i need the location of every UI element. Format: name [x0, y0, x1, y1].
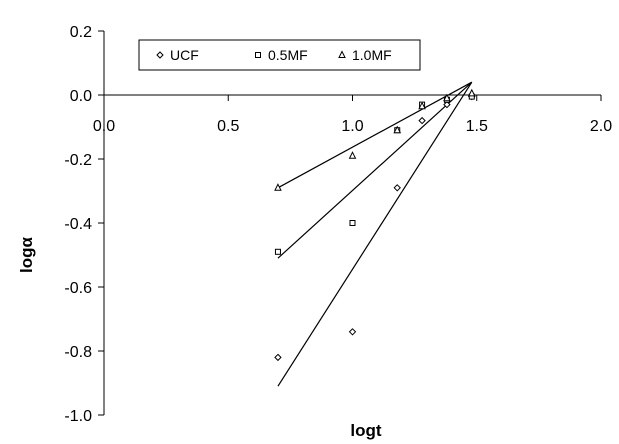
data-point-square: [349, 220, 356, 226]
markers: [274, 88, 476, 362]
data-point-triangle: [348, 151, 357, 159]
y-tick-label: -1.0: [64, 408, 92, 425]
y-tick-label: -0.4: [64, 216, 92, 233]
legend-label: UCF: [170, 47, 199, 63]
y-tick-label: -0.2: [64, 152, 92, 169]
legend-marker-triangle: [338, 50, 346, 58]
trendline-2: [277, 81, 473, 189]
data-point-triangle: [418, 101, 426, 110]
data-point-triangle: [467, 88, 476, 97]
y-tick-label: -0.6: [64, 280, 92, 297]
trendline-0: [277, 81, 473, 387]
y-tick-label: -0.8: [64, 344, 92, 361]
data-point-diamond: [274, 353, 282, 362]
data-point-triangle: [393, 125, 402, 134]
y-axis-title: logα: [17, 236, 36, 272]
data-point-square: [274, 248, 281, 255]
y-tick-label: 0.2: [70, 24, 92, 41]
data-point-diamond: [418, 116, 426, 125]
data-point-diamond: [348, 328, 357, 336]
data-point-diamond: [443, 100, 451, 109]
y-tick-label: 0.0: [70, 88, 92, 105]
trendline-1: [277, 81, 473, 259]
x-axis-title: logt: [350, 421, 381, 440]
legend-label: 0.5MF: [268, 47, 308, 63]
legend-box: [138, 39, 421, 71]
legend-marker-square: [255, 52, 261, 58]
x-tick-label: 0.5: [217, 118, 239, 135]
x-tick-label: 1.0: [341, 118, 363, 135]
legend-label: 1.0MF: [352, 47, 392, 63]
trendlines: [277, 81, 473, 387]
tick-labels: 0.20.0-0.2-0.4-0.6-0.8-1.00.0 0.5 1.0 1.5 2.…: [64, 24, 612, 425]
data-point-triangle: [443, 93, 451, 102]
x-tick-label: 2.0: [590, 118, 612, 135]
x-tick-label: 0.0: [93, 118, 115, 135]
x-tick-label: 1.5: [466, 118, 488, 135]
data-point-triangle: [274, 183, 282, 191]
axes: [98, 30, 602, 416]
data-point-diamond: [393, 184, 401, 192]
legend: UCF 0.5MF 1.0MF: [138, 39, 421, 71]
legend-marker-diamond: [156, 51, 164, 59]
